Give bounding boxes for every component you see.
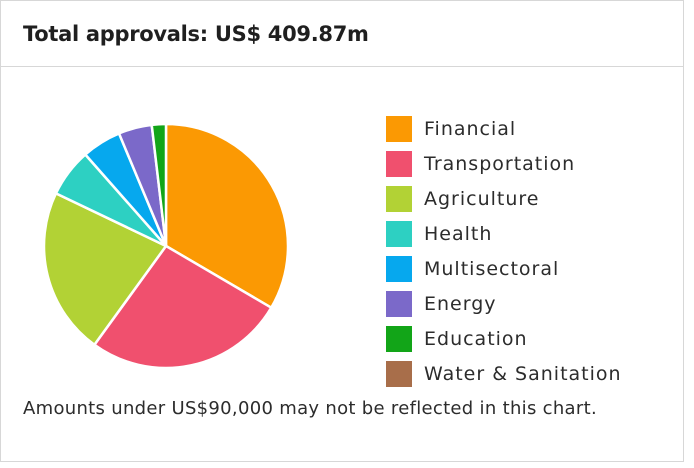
- legend-swatch: [386, 220, 412, 247]
- legend-swatch: [386, 290, 412, 317]
- page-title: Total approvals: US$ 409.87m: [23, 21, 369, 46]
- legend-item-financial[interactable]: Financial: [386, 111, 622, 146]
- pie-slice-agriculture[interactable]: [42, 192, 168, 347]
- card-header: Total approvals: US$ 409.87m: [1, 1, 683, 67]
- pie-slice-transportation[interactable]: [93, 244, 273, 370]
- legend-label: Education: [424, 327, 528, 350]
- legend-item-transportation[interactable]: Transportation: [386, 146, 622, 181]
- legend-swatch: [386, 255, 412, 282]
- chart-footnote: Amounts under US$90,000 may not be refle…: [23, 398, 597, 419]
- legend-label: Multisectoral: [424, 257, 560, 280]
- pie-chart: [42, 122, 290, 370]
- legend-label: Water & Sanitation: [424, 362, 622, 385]
- legend-item-multisectoral[interactable]: Multisectoral: [386, 251, 622, 286]
- legend-label: Financial: [424, 117, 517, 140]
- chart-legend: Financial Transportation Agriculture Health…: [386, 111, 622, 391]
- legend-label: Agriculture: [424, 187, 540, 210]
- legend-swatch: [386, 150, 412, 177]
- legend-label: Energy: [424, 292, 497, 315]
- pie-slice-financial[interactable]: [164, 122, 290, 309]
- pie-slice-education[interactable]: [150, 122, 168, 248]
- legend-item-health[interactable]: Health: [386, 216, 622, 251]
- legend-item-agriculture[interactable]: Agriculture: [386, 181, 622, 216]
- legend-swatch: [386, 325, 412, 352]
- legend-swatch: [386, 115, 412, 142]
- approvals-card: Total approvals: US$ 409.87m Financial Tr…: [0, 0, 684, 462]
- legend-swatch: [386, 185, 412, 212]
- legend-item-water-sanitation[interactable]: Water & Sanitation: [386, 356, 622, 391]
- legend-item-energy[interactable]: Energy: [386, 286, 622, 321]
- legend-item-education[interactable]: Education: [386, 321, 622, 356]
- legend-swatch: [386, 360, 412, 387]
- legend-label: Transportation: [424, 152, 576, 175]
- legend-label: Health: [424, 222, 493, 245]
